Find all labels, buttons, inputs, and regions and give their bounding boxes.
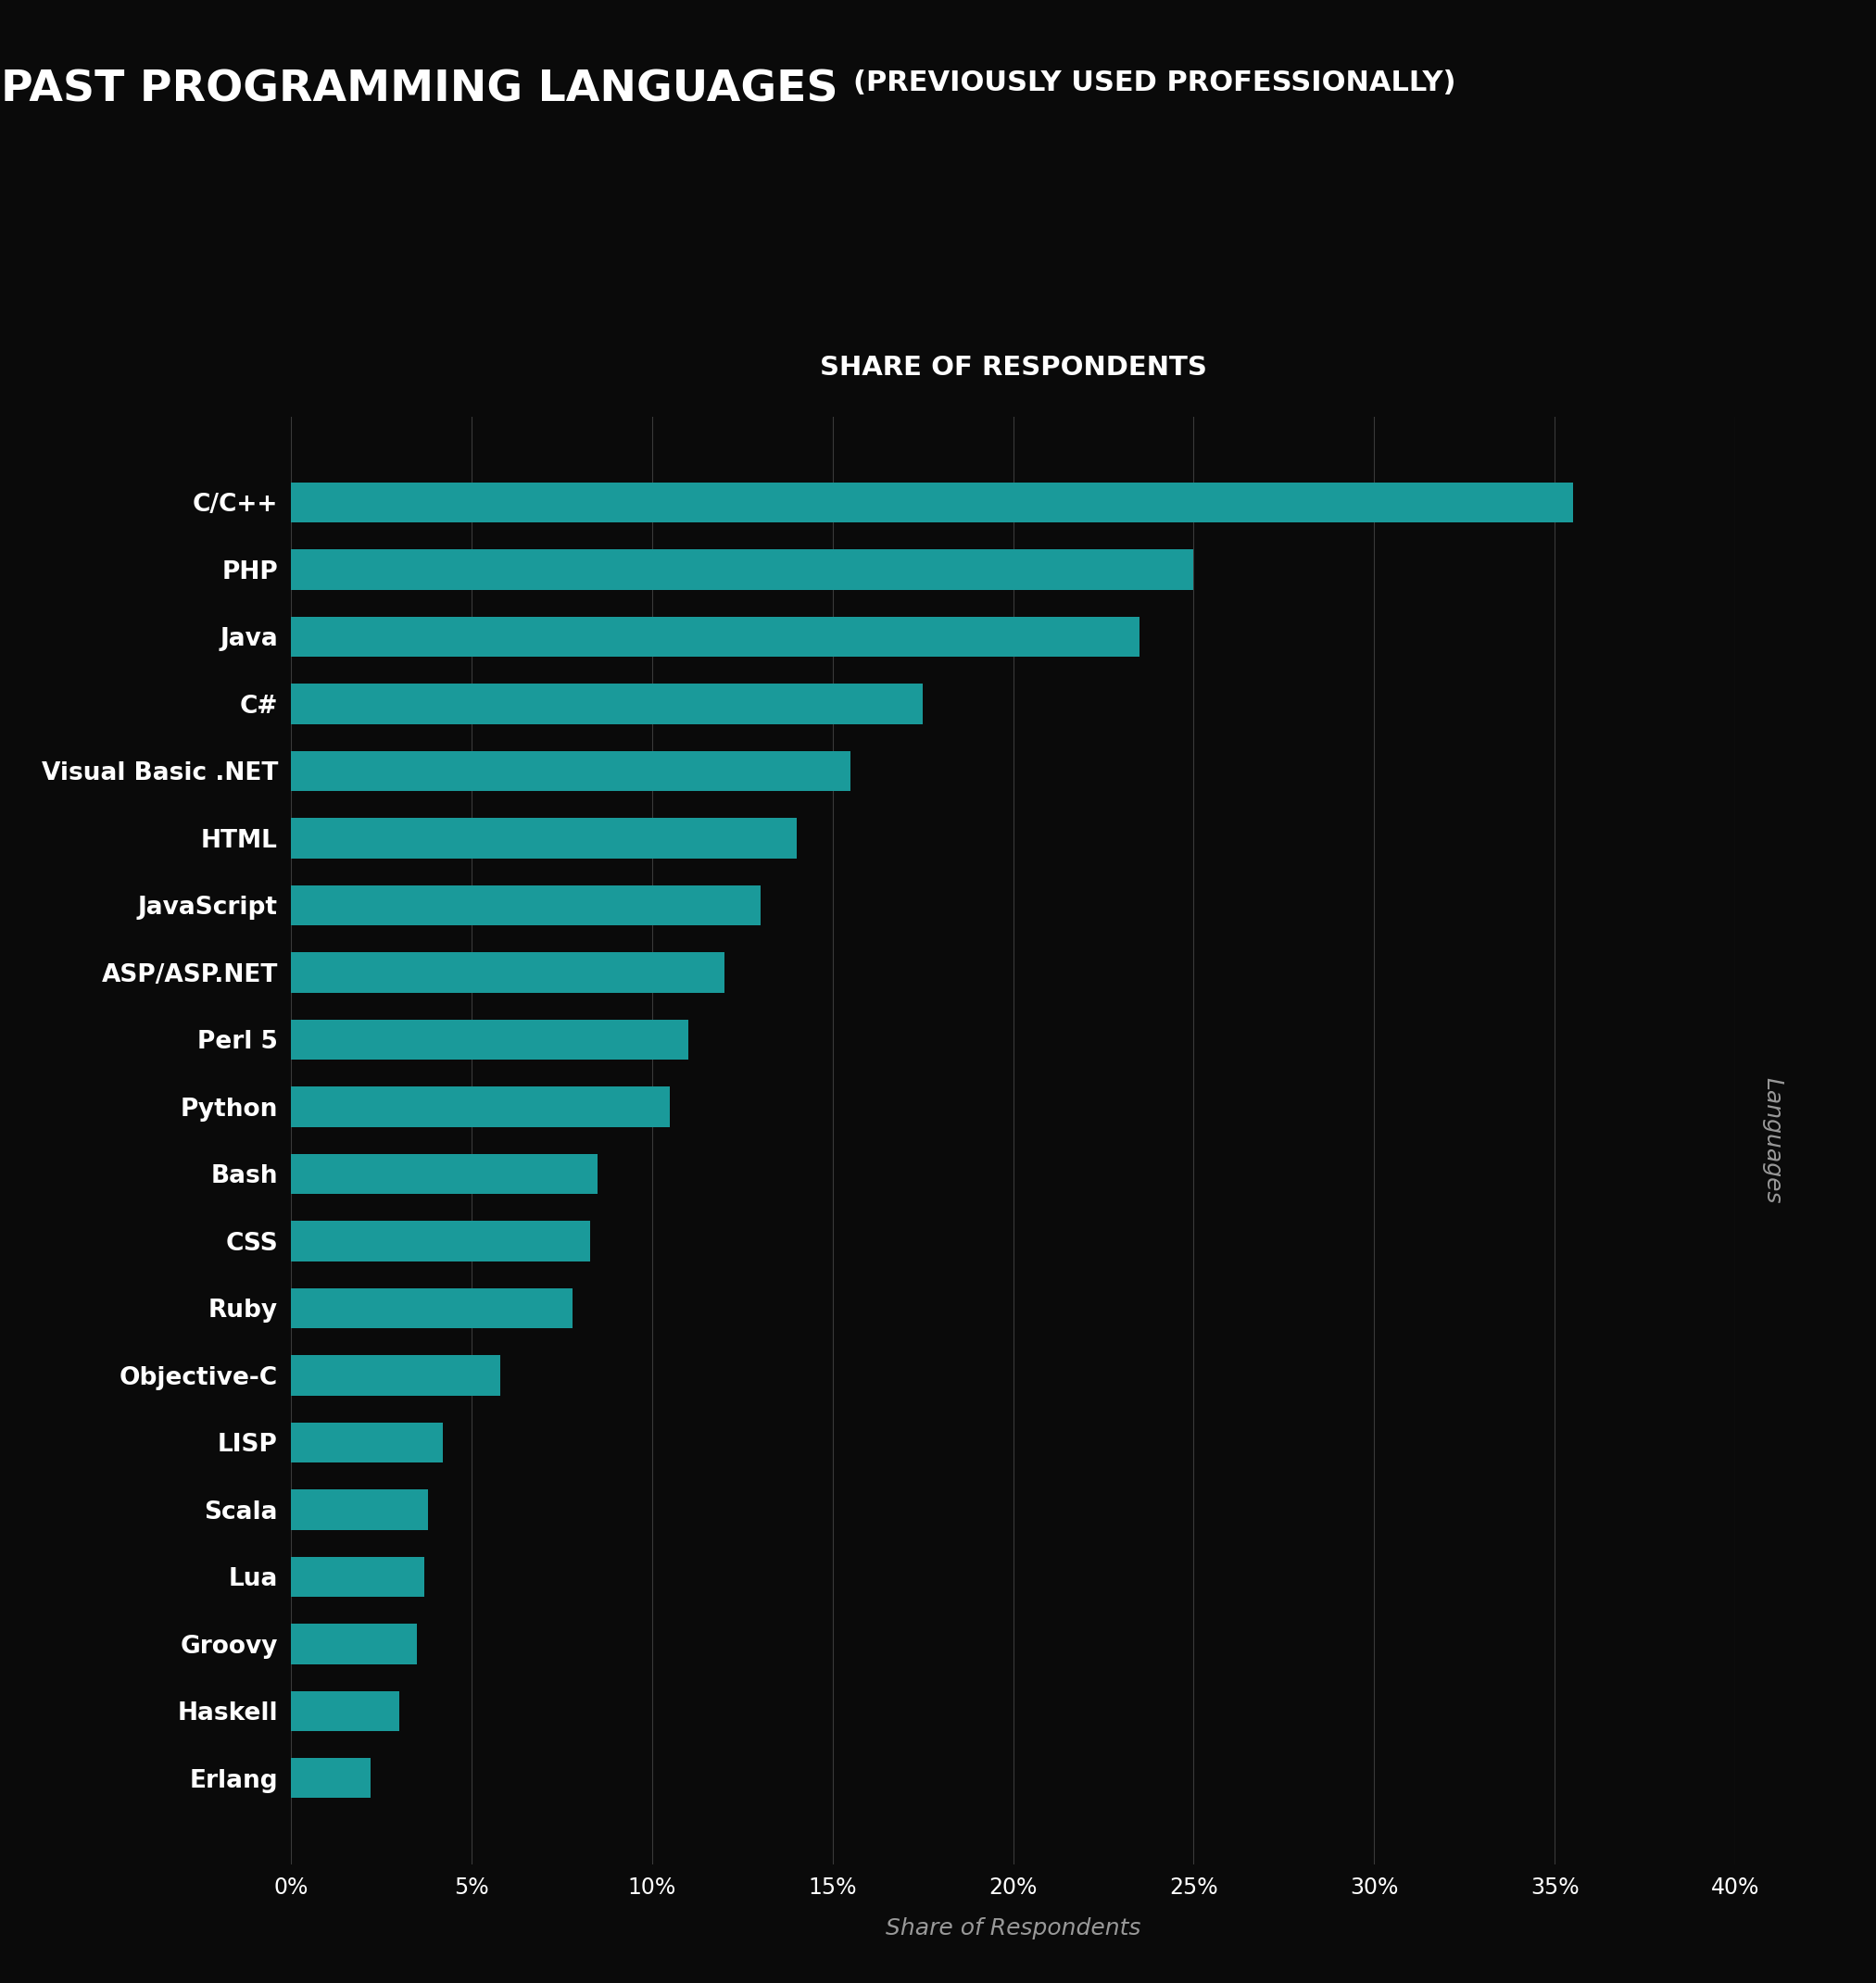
Bar <box>291 1624 416 1664</box>
Text: SHARE OF RESPONDENTS: SHARE OF RESPONDENTS <box>820 355 1206 381</box>
Bar <box>291 1087 670 1126</box>
Bar <box>291 1222 591 1261</box>
X-axis label: Share of Respondents: Share of Respondents <box>885 1918 1141 1939</box>
Bar <box>291 549 1193 589</box>
Bar <box>291 1019 688 1059</box>
Bar <box>291 752 850 791</box>
Bar <box>291 817 797 859</box>
Bar <box>291 482 1572 522</box>
Text: PAST PROGRAMMING LANGUAGES: PAST PROGRAMMING LANGUAGES <box>2 69 854 111</box>
Bar <box>291 1759 370 1799</box>
Bar <box>291 1287 572 1329</box>
Bar <box>291 884 760 926</box>
Bar <box>291 617 1139 656</box>
Bar <box>291 684 923 724</box>
Bar <box>291 1354 501 1396</box>
Bar <box>291 1422 443 1463</box>
Bar <box>291 952 724 993</box>
Y-axis label: Languages: Languages <box>1762 1077 1784 1204</box>
Bar <box>291 1557 424 1596</box>
Bar <box>291 1691 400 1731</box>
Text: (PREVIOUSLY USED PROFESSIONALLY): (PREVIOUSLY USED PROFESSIONALLY) <box>854 69 1456 97</box>
Bar <box>291 1489 428 1529</box>
Bar <box>291 1154 598 1194</box>
